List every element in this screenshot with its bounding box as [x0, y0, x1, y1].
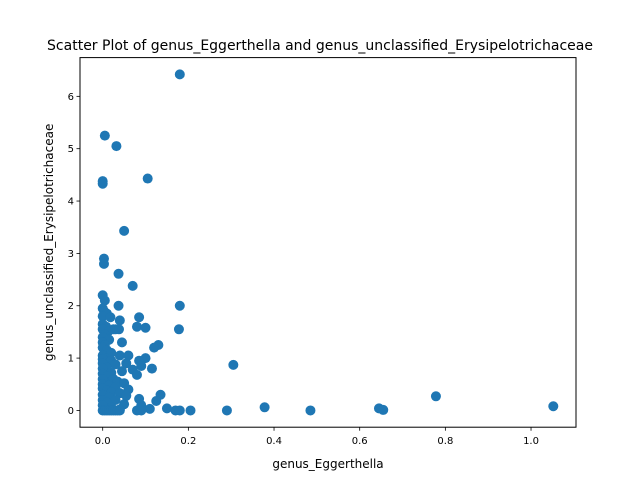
x-tick-label: 0.6 — [352, 436, 368, 447]
data-point — [97, 178, 108, 189]
data-point — [121, 390, 132, 401]
data-point — [228, 359, 239, 370]
data-point — [98, 258, 109, 269]
chart-title: Scatter Plot of genus_Eggerthella and ge… — [47, 38, 593, 54]
y-tick-label: 6 — [68, 92, 74, 103]
data-point — [548, 401, 559, 412]
data-point — [110, 394, 121, 405]
y-tick-label: 1 — [68, 354, 74, 365]
x-axis-ticks: 0.0 0.2 0.4 0.6 0.8 1.0 — [95, 427, 539, 447]
data-point — [144, 403, 155, 414]
data-point — [114, 350, 125, 361]
data-point — [174, 300, 185, 311]
data-point — [142, 173, 153, 184]
data-point — [110, 359, 121, 370]
data-point — [378, 404, 389, 415]
data-point — [161, 403, 172, 414]
points-layer — [97, 69, 559, 416]
data-point — [111, 141, 122, 152]
data-point — [116, 366, 127, 377]
data-point — [221, 405, 232, 416]
data-point — [174, 69, 185, 80]
data-point — [123, 350, 134, 361]
data-point — [140, 322, 151, 333]
y-axis-ticks: 0 1 2 3 4 5 6 — [68, 92, 80, 417]
data-point — [430, 391, 441, 402]
data-point — [149, 342, 160, 353]
x-axis-label: genus_Eggerthella — [272, 457, 383, 471]
y-tick-label: 3 — [68, 249, 74, 260]
data-point — [131, 321, 142, 332]
data-point — [131, 369, 142, 380]
data-point — [113, 268, 124, 279]
x-tick-label: 1.0 — [523, 436, 539, 447]
x-tick-label: 0.0 — [95, 436, 111, 447]
data-point — [114, 315, 125, 326]
data-point — [259, 402, 270, 413]
data-point — [99, 295, 110, 306]
data-point — [116, 337, 127, 348]
x-tick-label: 0.2 — [180, 436, 196, 447]
data-point — [113, 324, 124, 335]
data-point — [114, 405, 125, 416]
data-point — [97, 311, 108, 322]
y-tick-label: 4 — [68, 197, 74, 208]
data-point — [105, 312, 116, 323]
data-point — [174, 405, 185, 416]
y-axis-label: genus_unclassified_Erysipelotrichaceae — [42, 124, 56, 361]
data-point — [146, 363, 157, 374]
data-point — [136, 405, 147, 416]
data-point — [151, 396, 162, 407]
data-point — [305, 405, 316, 416]
data-point — [136, 360, 147, 371]
y-tick-label: 5 — [68, 144, 74, 155]
y-tick-label: 2 — [68, 301, 74, 312]
y-tick-label: 0 — [68, 406, 74, 417]
data-point — [127, 280, 138, 291]
axes-frame — [79, 57, 577, 428]
data-point — [119, 225, 130, 236]
x-tick-label: 0.8 — [437, 436, 453, 447]
data-point — [185, 405, 196, 416]
data-point — [173, 324, 184, 335]
x-tick-label: 0.4 — [266, 436, 282, 447]
data-point — [134, 312, 145, 323]
data-point — [113, 300, 124, 311]
data-point — [121, 358, 132, 369]
data-point — [99, 130, 110, 141]
